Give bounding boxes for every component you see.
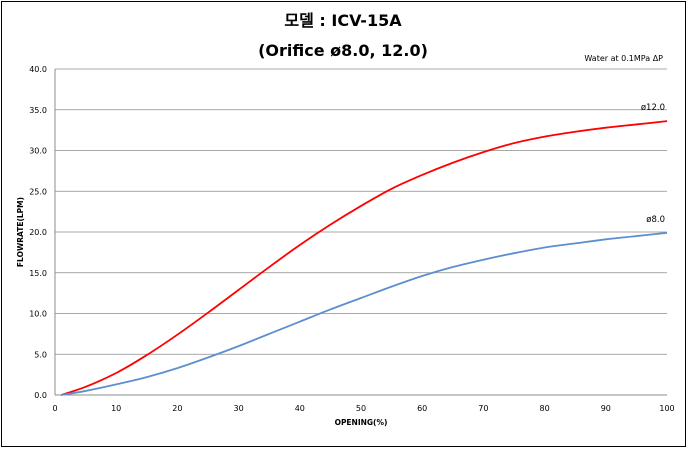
chart-title: 모델 : ICV-15A [284, 11, 402, 30]
x-tick-label: 40 [295, 404, 305, 413]
x-tick-label: 100 [659, 404, 674, 413]
x-tick-label: 80 [540, 404, 550, 413]
y-tick-labels: 0.0 5.0 10.0 15.0 20.0 25.0 30.0 35.0 40.0 [29, 65, 47, 400]
y-tick-label: 25.0 [29, 187, 47, 196]
x-tick-label: 50 [356, 404, 366, 413]
x-tick-label: 10 [111, 404, 121, 413]
x-tick-label: 60 [417, 404, 427, 413]
series-line [60, 231, 668, 396]
y-tick-label: 10.0 [29, 310, 47, 319]
x-tick-label: 70 [478, 404, 488, 413]
y-tick-label: 15.0 [29, 269, 47, 278]
y-tick-label: 20.0 [29, 228, 47, 237]
x-tick-label: 20 [172, 404, 182, 413]
series-end-label: ø12.0 [641, 103, 665, 113]
y-axis-label: FLOWRATE(LPM) [16, 197, 25, 267]
gridlines [55, 68, 667, 355]
y-tick-label: 5.0 [34, 350, 47, 359]
y-tick-label: 30.0 [29, 147, 47, 156]
series-lines [60, 120, 668, 396]
x-tick-label: 90 [601, 404, 611, 413]
series-labels: ø12.0 ø8.0 [641, 103, 665, 225]
y-tick-label: 35.0 [29, 106, 47, 115]
x-tick-label: 0 [52, 404, 57, 413]
axes [54, 69, 667, 396]
chart-subtitle: (Orifice ø8.0, 12.0) [258, 41, 428, 60]
series-end-label: ø8.0 [646, 215, 665, 225]
x-tick-label: 30 [234, 404, 244, 413]
chart-note: Water at 0.1MPa ΔP [584, 54, 663, 63]
series-line [60, 120, 668, 396]
x-axis-label: OPENING(%) [335, 418, 388, 427]
y-tick-label: 40.0 [29, 65, 47, 74]
y-tick-label: 0.0 [34, 391, 47, 400]
x-tick-labels: 0 10 20 30 40 50 60 70 80 90 100 [52, 404, 674, 413]
